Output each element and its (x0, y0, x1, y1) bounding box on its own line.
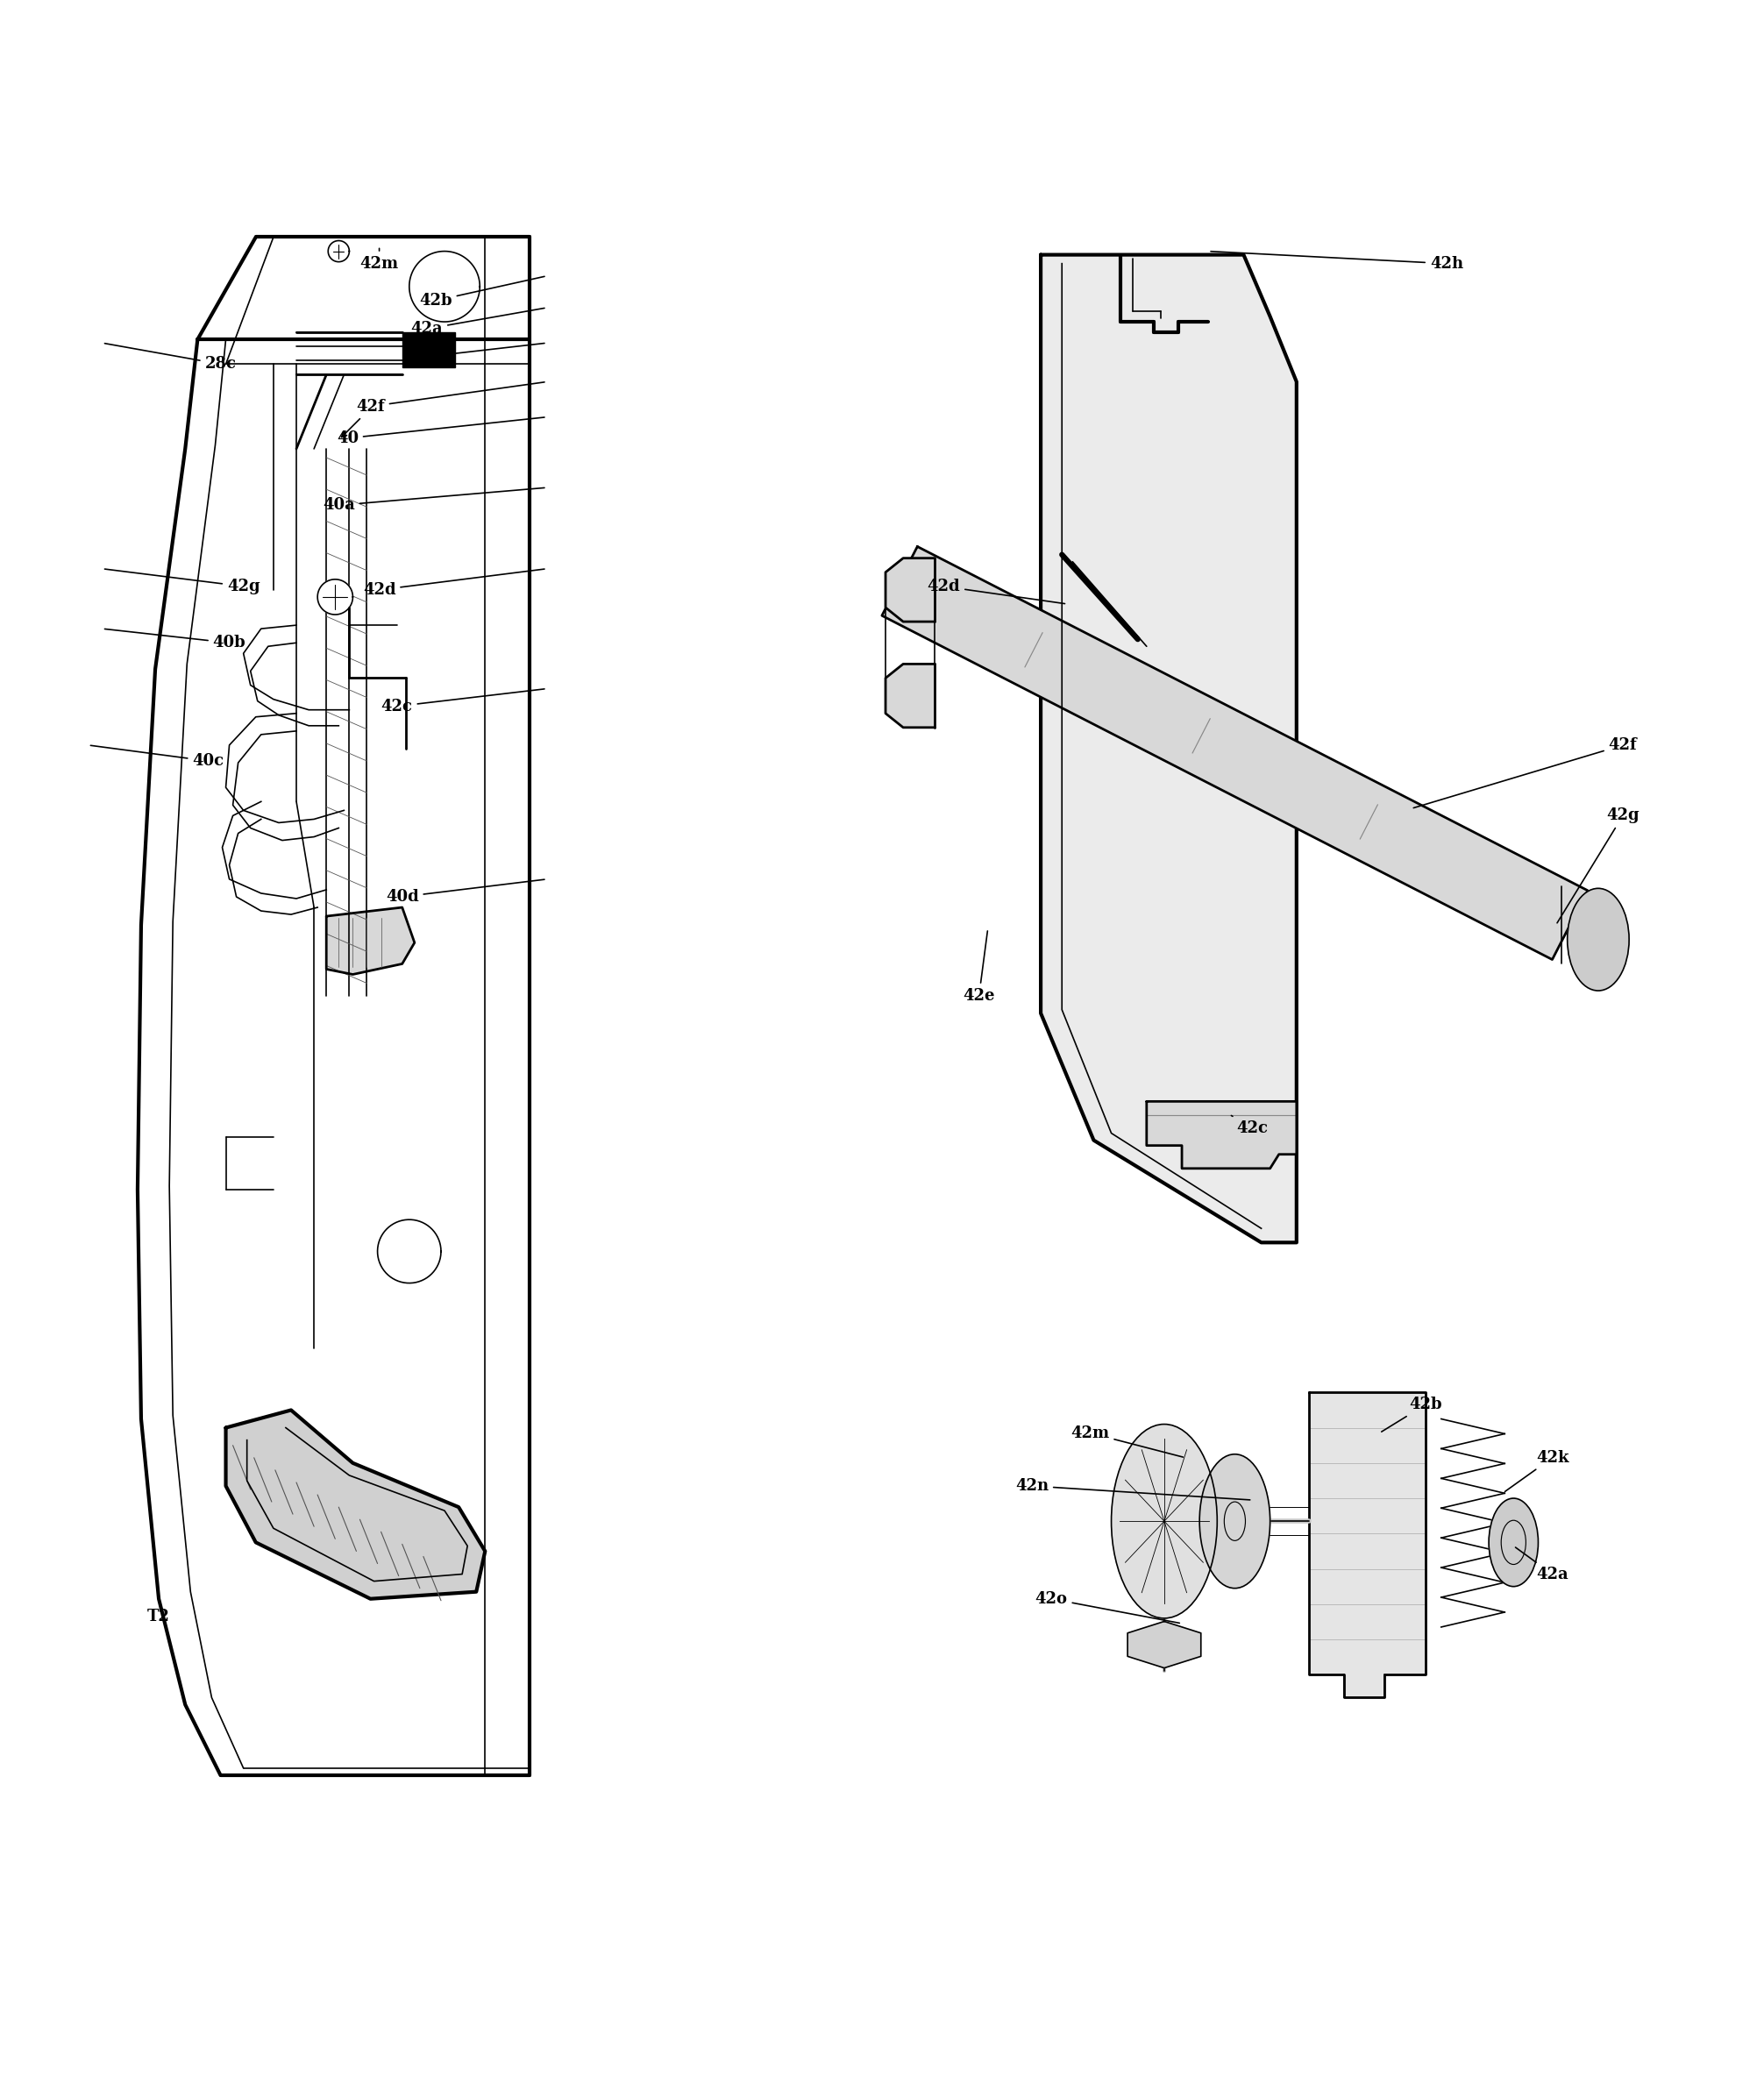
Text: 42g: 42g (104, 568, 259, 593)
Text: 42k: 42k (1505, 1449, 1568, 1491)
Text: 42e: 42e (963, 931, 995, 1004)
Text: 42c: 42c (381, 690, 545, 715)
Polygon shape (226, 1409, 485, 1598)
Ellipse shape (1489, 1497, 1538, 1587)
Text: 42f: 42f (356, 382, 545, 415)
Polygon shape (1127, 1621, 1201, 1667)
Text: 42b: 42b (1381, 1397, 1441, 1432)
Polygon shape (326, 908, 415, 975)
Text: 40a: 40a (323, 489, 545, 514)
Text: 42a: 42a (1515, 1548, 1568, 1581)
Polygon shape (882, 547, 1588, 960)
Text: T2: T2 (148, 1608, 169, 1625)
Text: 42m: 42m (360, 247, 399, 271)
Text: 42d: 42d (928, 579, 1065, 604)
Text: 42c: 42c (1231, 1116, 1268, 1137)
Polygon shape (318, 579, 353, 614)
Text: 42a: 42a (411, 308, 545, 338)
Ellipse shape (1568, 889, 1630, 990)
Text: 42o: 42o (1035, 1592, 1180, 1623)
Ellipse shape (1200, 1453, 1270, 1587)
Text: 42k: 42k (407, 344, 545, 365)
Text: 40d: 40d (386, 879, 545, 904)
Text: 42n: 42n (1016, 1478, 1251, 1499)
Text: 40b: 40b (104, 629, 245, 650)
Text: 40c: 40c (90, 744, 224, 770)
Polygon shape (886, 665, 935, 728)
Text: 42f: 42f (1413, 738, 1637, 807)
Text: 28c: 28c (104, 344, 236, 371)
Text: 40: 40 (337, 417, 545, 447)
Text: 42d: 42d (363, 568, 545, 598)
Text: 42b: 42b (420, 277, 545, 308)
Ellipse shape (1111, 1424, 1217, 1619)
Polygon shape (886, 558, 935, 621)
Text: 42h: 42h (1210, 252, 1462, 271)
Polygon shape (1041, 254, 1297, 1244)
Polygon shape (1147, 1101, 1297, 1168)
Text: 42g: 42g (1558, 807, 1639, 923)
Polygon shape (402, 331, 455, 367)
Polygon shape (1309, 1392, 1425, 1699)
Text: 42m: 42m (1071, 1426, 1184, 1457)
